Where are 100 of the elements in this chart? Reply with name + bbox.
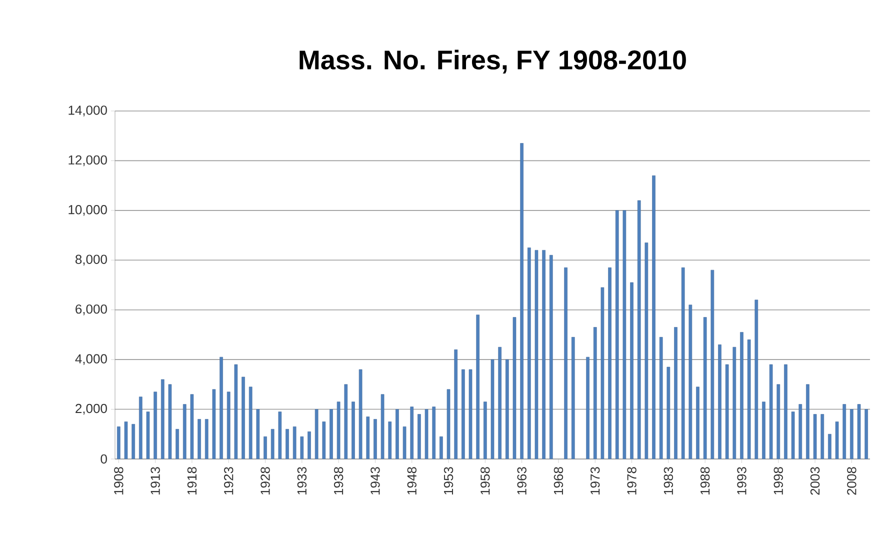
x-tick-label: 1993	[737, 467, 746, 494]
bar	[396, 409, 399, 459]
bar	[264, 436, 267, 459]
x-tick-label: 1928	[260, 467, 270, 494]
bar	[828, 434, 832, 459]
bar	[198, 419, 201, 459]
bar	[762, 402, 766, 459]
chart-title: Mass. No. Fires, FY 1908-2010	[300, 50, 686, 74]
y-tick-label: 0	[100, 454, 107, 464]
y-tick-label: 12,000	[68, 155, 107, 166]
bar	[659, 337, 663, 459]
bar	[512, 317, 516, 459]
bar	[857, 404, 861, 459]
bar	[586, 356, 590, 459]
bar	[380, 394, 384, 459]
bar	[644, 242, 648, 459]
bar	[344, 384, 348, 459]
bar	[732, 346, 736, 459]
bar	[842, 404, 846, 459]
bar	[322, 422, 326, 459]
bar	[754, 300, 758, 459]
bar	[747, 340, 751, 459]
bar	[440, 436, 443, 459]
y-tick-label: 6,000	[76, 304, 107, 316]
bar	[248, 386, 252, 459]
x-tick-label: 1963	[517, 467, 526, 494]
bar	[190, 394, 194, 459]
bar	[308, 431, 311, 459]
bar	[330, 409, 333, 459]
x-tick-label: 1938	[334, 467, 344, 494]
bar	[117, 426, 120, 459]
bar	[696, 386, 700, 459]
bar	[776, 384, 780, 459]
bar	[490, 359, 494, 459]
bar	[637, 200, 641, 459]
bar	[352, 402, 355, 459]
bar	[740, 332, 744, 459]
bar	[418, 414, 421, 459]
x-tick-label: 1933	[297, 467, 307, 494]
bar	[850, 409, 854, 459]
y-tick-label: 8,000	[76, 254, 107, 266]
bar	[798, 404, 802, 459]
bar	[314, 409, 318, 459]
bar	[688, 304, 692, 459]
x-tick-label: 2003	[810, 467, 820, 495]
bar	[139, 396, 142, 459]
bar	[154, 392, 157, 459]
x-tick-label: 1968	[554, 467, 564, 494]
bar	[622, 210, 626, 459]
y-tick-label: 2,000	[76, 404, 107, 415]
bar	[286, 429, 289, 459]
x-tick-label: 1973	[590, 467, 600, 494]
bar	[710, 270, 714, 459]
bar	[630, 282, 634, 459]
x-tick-label: 2008	[847, 467, 856, 495]
x-tick-label: 1948	[407, 467, 416, 494]
bar	[124, 422, 128, 459]
bar	[813, 414, 817, 459]
x-tick-label: 1913	[150, 467, 160, 494]
bar	[358, 369, 362, 459]
bar	[674, 327, 678, 459]
bar	[520, 143, 524, 459]
bar	[424, 409, 428, 459]
bar	[564, 267, 568, 459]
bar	[146, 412, 150, 459]
bar	[571, 337, 575, 459]
x-tick-label: 1918	[187, 467, 197, 494]
bar	[476, 314, 480, 459]
bar	[534, 250, 538, 459]
bar	[336, 402, 340, 459]
bar	[212, 389, 216, 459]
x-tick-label: 1983	[664, 467, 674, 494]
bar	[402, 426, 406, 459]
bar	[615, 210, 619, 459]
bar	[161, 379, 164, 459]
bar	[462, 369, 465, 459]
x-tick-label: 1953	[444, 467, 454, 494]
bar	[549, 255, 553, 459]
bar	[725, 364, 729, 459]
bar	[652, 175, 656, 459]
bar	[168, 384, 172, 459]
bar	[769, 364, 773, 459]
bar	[454, 349, 458, 459]
bar	[864, 409, 868, 459]
bar	[242, 376, 245, 459]
x-tick-label: 1988	[700, 467, 710, 494]
bar	[791, 412, 795, 459]
bar	[784, 364, 788, 459]
bar	[600, 287, 604, 459]
bar	[506, 359, 509, 459]
bar	[593, 327, 597, 459]
bar	[528, 248, 531, 459]
bar	[292, 426, 296, 459]
bar	[132, 424, 135, 459]
y-tick-label: 10,000	[68, 205, 107, 216]
bar	[270, 429, 274, 459]
x-tick-label: 1978	[627, 467, 636, 494]
bar	[608, 267, 612, 459]
x-tick-label: 1908	[114, 467, 124, 494]
bar	[484, 402, 487, 459]
